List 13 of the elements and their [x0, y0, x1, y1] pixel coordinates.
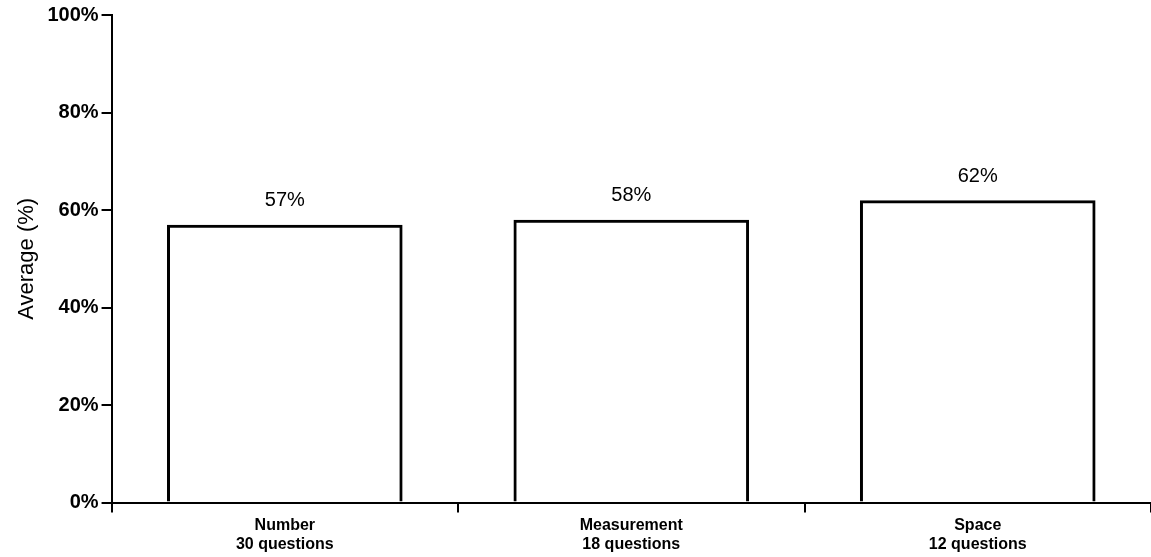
y-tick-label: 0%	[69, 490, 99, 513]
y-tick-label: 60%	[58, 197, 99, 220]
data-label: 62%	[957, 163, 998, 186]
x-tick-label: Measurement 18 questions	[579, 515, 684, 552]
y-tick-label: 40%	[58, 295, 99, 318]
y-tick-label: 100%	[47, 2, 99, 25]
x-tick-label: Space 12 questions	[928, 515, 1027, 552]
y-tick-label: 20%	[58, 392, 99, 415]
data-label: 57%	[264, 188, 306, 211]
y-tick-label: 80%	[58, 100, 99, 123]
y-axis-title: Average (%)	[13, 197, 39, 320]
data-label: 58%	[611, 183, 652, 206]
x-tick-label: Number 30 questions	[235, 515, 334, 552]
